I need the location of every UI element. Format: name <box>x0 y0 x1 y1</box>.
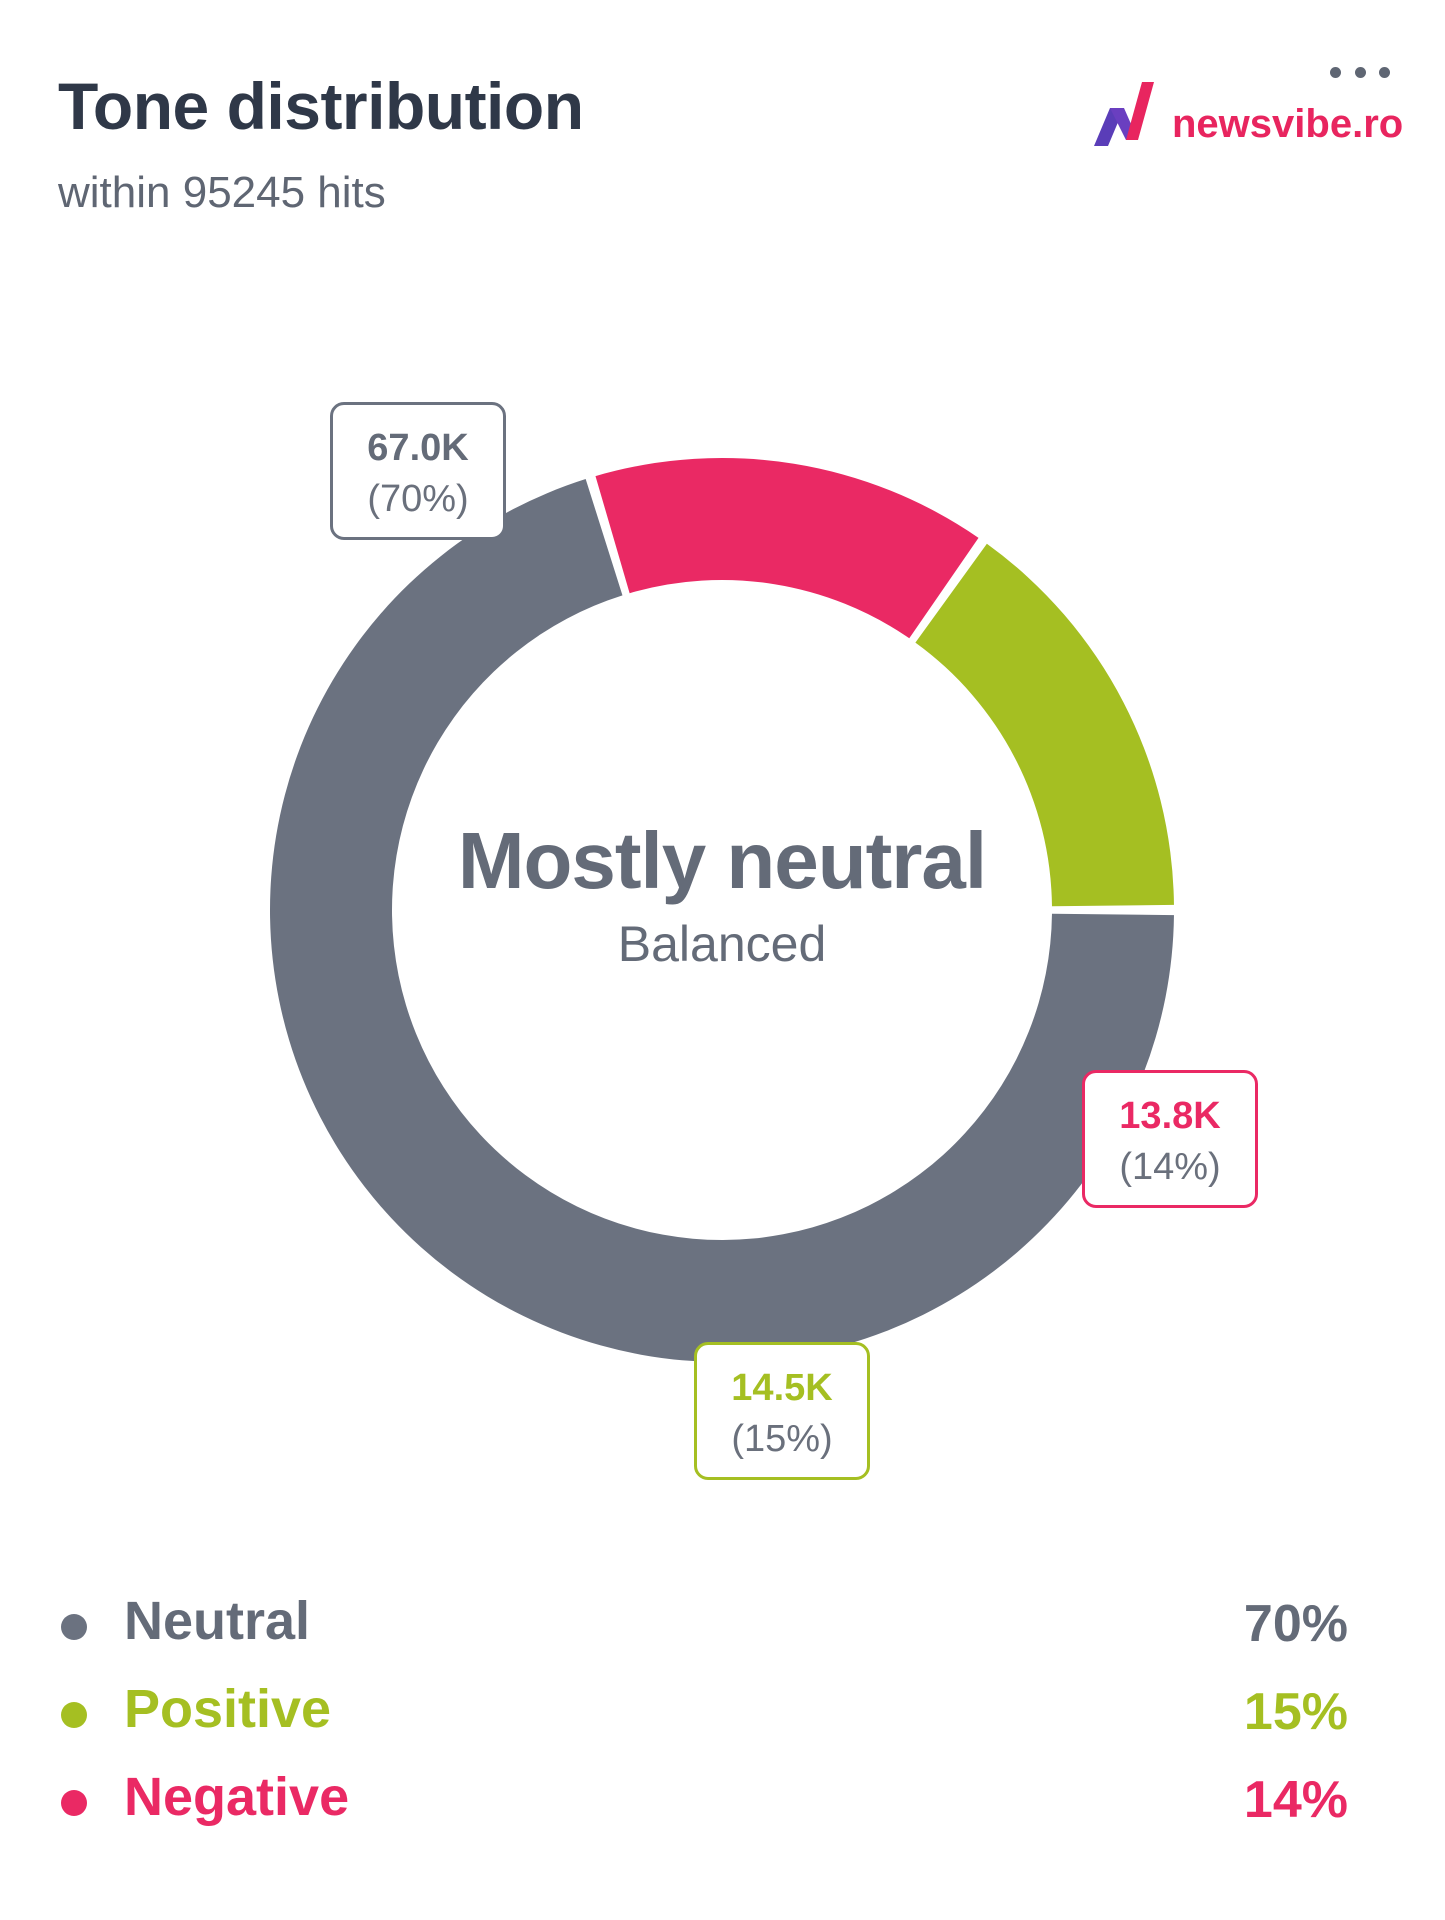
legend-label: Negative <box>124 1767 350 1827</box>
legend-dot-icon <box>61 1702 87 1728</box>
legend-label: Positive <box>124 1679 332 1739</box>
legend-label: Neutral <box>124 1591 311 1651</box>
legend-value: 14% <box>1243 1771 1348 1829</box>
callout-negative-percent: (14%) <box>1119 1146 1221 1188</box>
donut-slice-positive[interactable] <box>915 543 1174 907</box>
callout-positive-percent: (15%) <box>731 1418 833 1460</box>
card-subtitle: within 95245 hits <box>58 168 386 217</box>
legend-dot-icon <box>61 1790 87 1816</box>
chart-legend: Neutral 70% Positive 15% Negative 14% <box>58 1580 1358 1844</box>
legend-value: 15% <box>1243 1683 1348 1741</box>
callout-neutral: 67.0K (70%) <box>330 402 506 540</box>
brand-name: newsvibe.ro <box>1172 102 1404 146</box>
legend-value: 70% <box>1243 1595 1348 1653</box>
legend-dot-icon <box>61 1614 87 1640</box>
callout-positive-value: 14.5K <box>731 1367 833 1409</box>
chart-center-subtitle: Balanced <box>617 916 827 972</box>
callout-negative: 13.8K (14%) <box>1082 1070 1258 1208</box>
donut-chart <box>270 458 1174 1362</box>
donut-slice-negative[interactable] <box>595 458 979 639</box>
brand-logo[interactable]: newsvibe.ro <box>1090 80 1420 160</box>
legend-item-neutral[interactable]: Neutral 70% <box>58 1580 1358 1668</box>
newsvibe-n-logo <box>1094 82 1154 146</box>
callout-positive: 14.5K (15%) <box>694 1342 870 1480</box>
legend-item-positive[interactable]: Positive 15% <box>58 1668 1358 1756</box>
chart-center-title: Mostly neutral <box>457 816 987 905</box>
callout-neutral-value: 67.0K <box>367 427 469 469</box>
card-title: Tone distribution <box>58 69 584 143</box>
callout-negative-value: 13.8K <box>1119 1095 1221 1137</box>
more-dots-icon[interactable] <box>1330 52 1390 92</box>
legend-item-negative[interactable]: Negative 14% <box>58 1756 1358 1844</box>
callout-neutral-percent: (70%) <box>367 478 469 520</box>
